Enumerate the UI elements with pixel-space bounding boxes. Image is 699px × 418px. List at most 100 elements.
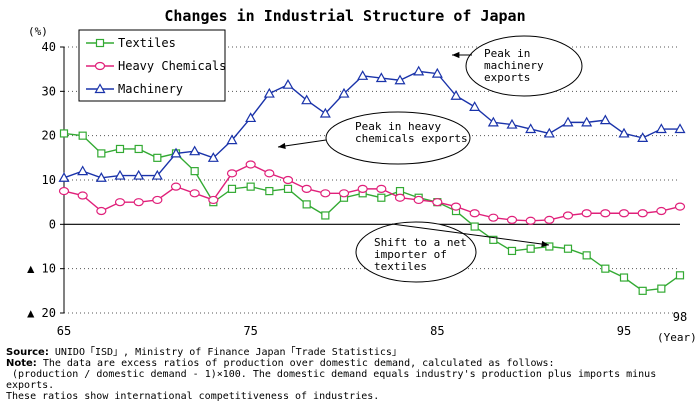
data-point-textiles: [377, 193, 386, 202]
data-point-machinery: [375, 72, 387, 83]
data-point-machinery: [413, 65, 425, 76]
data-point-textiles: [97, 149, 106, 158]
data-point-machinery: [338, 87, 350, 98]
data-point-machinery: [525, 123, 537, 134]
data-point-heavy-chemicals: [133, 198, 144, 207]
series-line-heavy-chemicals: [63, 163, 681, 222]
data-point-heavy-chemicals: [432, 198, 443, 207]
data-point-textiles: [601, 264, 610, 273]
data-point-machinery: [599, 114, 611, 125]
data-point-heavy-chemicals: [376, 184, 387, 193]
data-point-machinery: [95, 172, 107, 182]
y-tick-label: 30: [42, 84, 56, 98]
x-tick-label: 98: [673, 310, 687, 324]
x-tick-label: 75: [243, 324, 257, 338]
data-point-machinery: [319, 107, 331, 118]
callout-arrow-line: [277, 139, 327, 148]
data-point-heavy-chemicals: [544, 215, 555, 224]
y-tick-label: 0: [49, 217, 56, 231]
data-point-textiles: [563, 244, 573, 253]
source-text: UNIDO「ISD」, Ministry of Finance Japan「Tr…: [48, 347, 402, 358]
data-point-textiles: [470, 222, 479, 231]
callout-bubble: [355, 221, 477, 283]
callout-text-line: exports: [484, 71, 530, 84]
data-point-machinery: [301, 94, 313, 105]
callout-arrow-head: [541, 240, 549, 248]
callout-text-line: importer of: [374, 248, 447, 261]
data-point-heavy-chemicals: [469, 209, 480, 218]
note-meaning-line: These ratios show international competit…: [6, 391, 380, 402]
data-point-textiles: [582, 251, 591, 260]
data-point-machinery: [543, 127, 555, 138]
data-point-machinery: [506, 118, 518, 129]
data-point-machinery: [487, 116, 499, 127]
data-point-machinery: [151, 169, 163, 180]
data-point-textiles: [545, 242, 554, 251]
data-point-heavy-chemicals: [488, 213, 499, 222]
legend-label-machinery: Machinery: [118, 82, 183, 96]
line-chart: Changes in Industrial Structure of Japan…: [27, 7, 697, 344]
data-point-heavy-chemicals: [506, 215, 518, 224]
data-point-heavy-chemicals: [637, 209, 648, 218]
note-label: Note:: [6, 358, 37, 369]
callout-text-line: Peak in heavy: [355, 120, 441, 133]
legend-marker-textiles: [95, 38, 105, 48]
data-point-heavy-chemicals: [394, 193, 406, 202]
source-line: Source: UNIDO「ISD」, Ministry of Finance …: [6, 347, 696, 358]
data-point-machinery: [263, 87, 275, 98]
data-point-heavy-chemicals: [245, 160, 256, 169]
data-point-heavy-chemicals: [170, 182, 182, 191]
data-point-heavy-chemicals: [581, 209, 592, 218]
data-point-heavy-chemicals: [189, 189, 200, 198]
notes-block: Source: UNIDO「ISD」, Ministry of Finance …: [6, 347, 696, 402]
data-point-machinery: [562, 116, 574, 127]
data-point-textiles: [619, 273, 629, 282]
x-tick-labels: 65 75 85 95 98: [57, 310, 687, 338]
data-point-machinery: [170, 147, 182, 158]
data-point-heavy-chemicals: [226, 169, 238, 178]
data-point-machinery: [637, 132, 649, 142]
data-point-heavy-chemicals: [525, 216, 536, 225]
data-point-textiles: [526, 244, 535, 253]
callout-arrow-head: [278, 142, 286, 150]
legend-marker-machinery: [94, 83, 106, 94]
data-point-heavy-chemicals: [600, 209, 611, 218]
x-tick-label: 85: [430, 324, 444, 338]
data-point-textiles: [246, 182, 255, 191]
data-point-textiles: [395, 186, 405, 196]
callout-bubble: [465, 35, 583, 97]
data-point-heavy-chemicals: [152, 195, 163, 205]
data-point-heavy-chemicals: [338, 189, 350, 198]
data-point-heavy-chemicals: [618, 209, 630, 218]
data-point-textiles: [227, 184, 237, 193]
data-point-heavy-chemicals: [562, 211, 574, 220]
source-label: Source:: [6, 347, 49, 358]
chart-title: Changes in Industrial Structure of Japan: [164, 7, 525, 25]
y-tick-label: 40: [42, 40, 56, 54]
y-tick-labels: 40 30 20 10 0 ▲ 10 ▲ 20: [27, 40, 56, 320]
data-point-heavy-chemicals: [114, 198, 126, 207]
data-point-machinery: [207, 152, 219, 162]
callout-bubble: [325, 111, 471, 165]
data-point-machinery: [245, 112, 257, 123]
data-point-textiles: [638, 286, 647, 295]
data-point-machinery: [618, 127, 630, 138]
data-point-machinery: [357, 70, 369, 80]
note-text: The data are excess ratios of production…: [36, 358, 555, 369]
data-point-textiles: [507, 246, 517, 256]
callout-text-line: machinery: [484, 59, 544, 72]
data-point-textiles: [190, 167, 199, 176]
series-group: [58, 65, 686, 295]
data-point-heavy-chemicals: [656, 206, 667, 216]
legend: Textiles Heavy Chemicals Machinery: [78, 29, 226, 102]
callout-text-line: textiles: [374, 260, 427, 273]
data-point-textiles: [302, 200, 311, 209]
data-point-textiles: [283, 184, 293, 193]
data-point-machinery: [77, 165, 89, 176]
data-point-textiles: [134, 144, 143, 154]
y-axis-unit: (%): [28, 25, 48, 38]
legend-label-heavy-chemicals: Heavy Chemicals: [118, 59, 226, 73]
data-point-machinery: [581, 116, 593, 127]
series-line-textiles: [63, 132, 681, 292]
callout-text-line: Peak in: [484, 47, 530, 60]
